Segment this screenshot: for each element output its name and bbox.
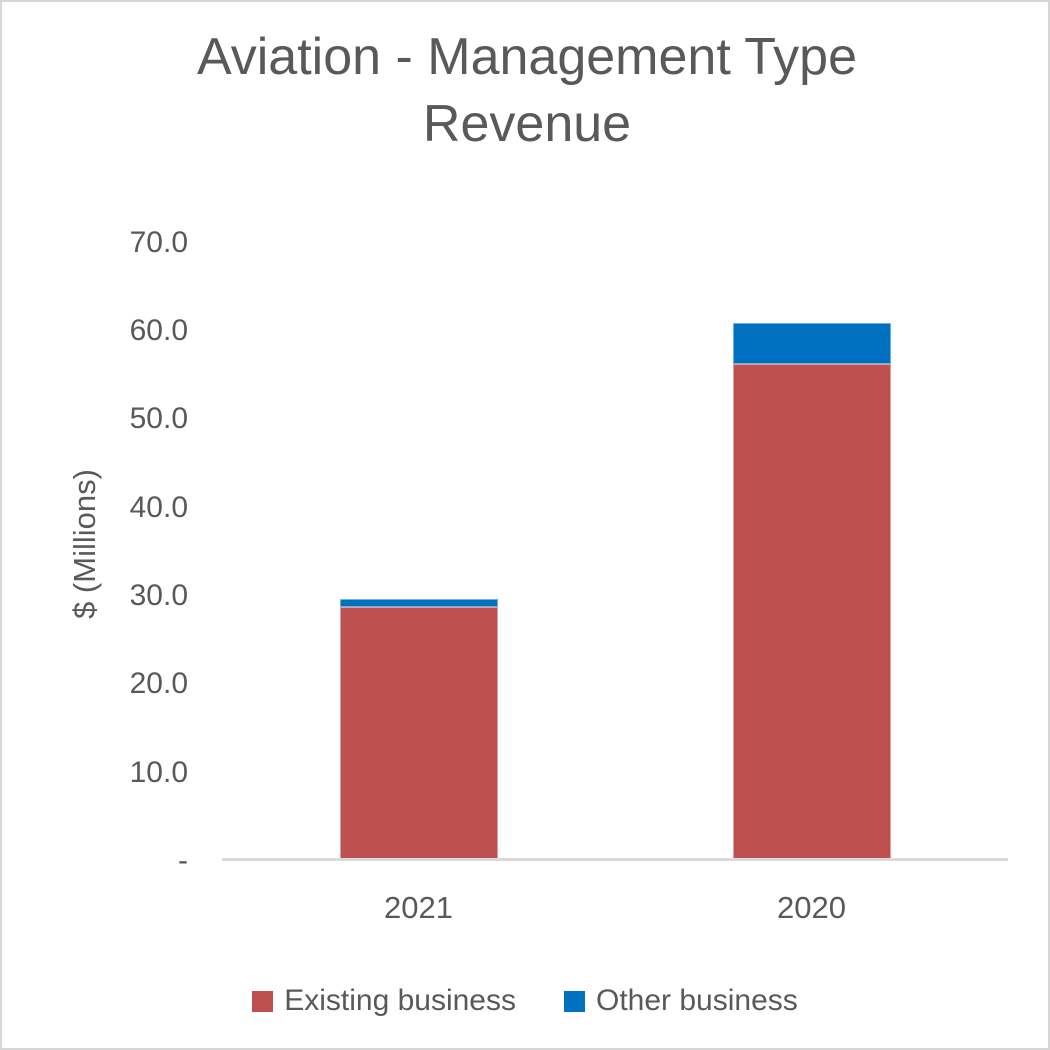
y-tick-label: 20.0 <box>129 667 188 701</box>
y-tick-label: - <box>178 844 188 877</box>
chart-title: Aviation - Management Type Revenue <box>196 28 858 153</box>
bar-segment-existing-business-2021 <box>339 607 498 861</box>
legend-swatch-other-business <box>564 990 585 1012</box>
x-axis-label-2021: 2021 <box>384 890 453 925</box>
y-tick-label: 50.0 <box>129 402 188 436</box>
y-tick-label: 70.0 <box>129 225 188 259</box>
legend-item-other-business: Other business <box>564 984 798 1018</box>
y-tick-label: 30.0 <box>129 579 188 612</box>
bar-segment-other-business-2021 <box>339 598 498 608</box>
y-tick-label: 40.0 <box>129 490 188 524</box>
legend-item-existing-business: Existing business <box>252 984 516 1018</box>
legend: Existing business Other business <box>2 984 1048 1018</box>
bar-segment-other-business-2020 <box>732 323 891 364</box>
legend-label-other-business: Other business <box>596 984 798 1017</box>
x-axis-line <box>222 858 1008 861</box>
legend-label-existing-business: Existing business <box>284 984 516 1017</box>
y-tick-label: 60.0 <box>129 314 188 348</box>
bar-segment-existing-business-2020 <box>732 363 891 861</box>
y-tick-label: 10.0 <box>129 755 188 789</box>
x-axis-label-2020: 2020 <box>777 890 846 925</box>
legend-swatch-existing-business <box>252 990 274 1012</box>
